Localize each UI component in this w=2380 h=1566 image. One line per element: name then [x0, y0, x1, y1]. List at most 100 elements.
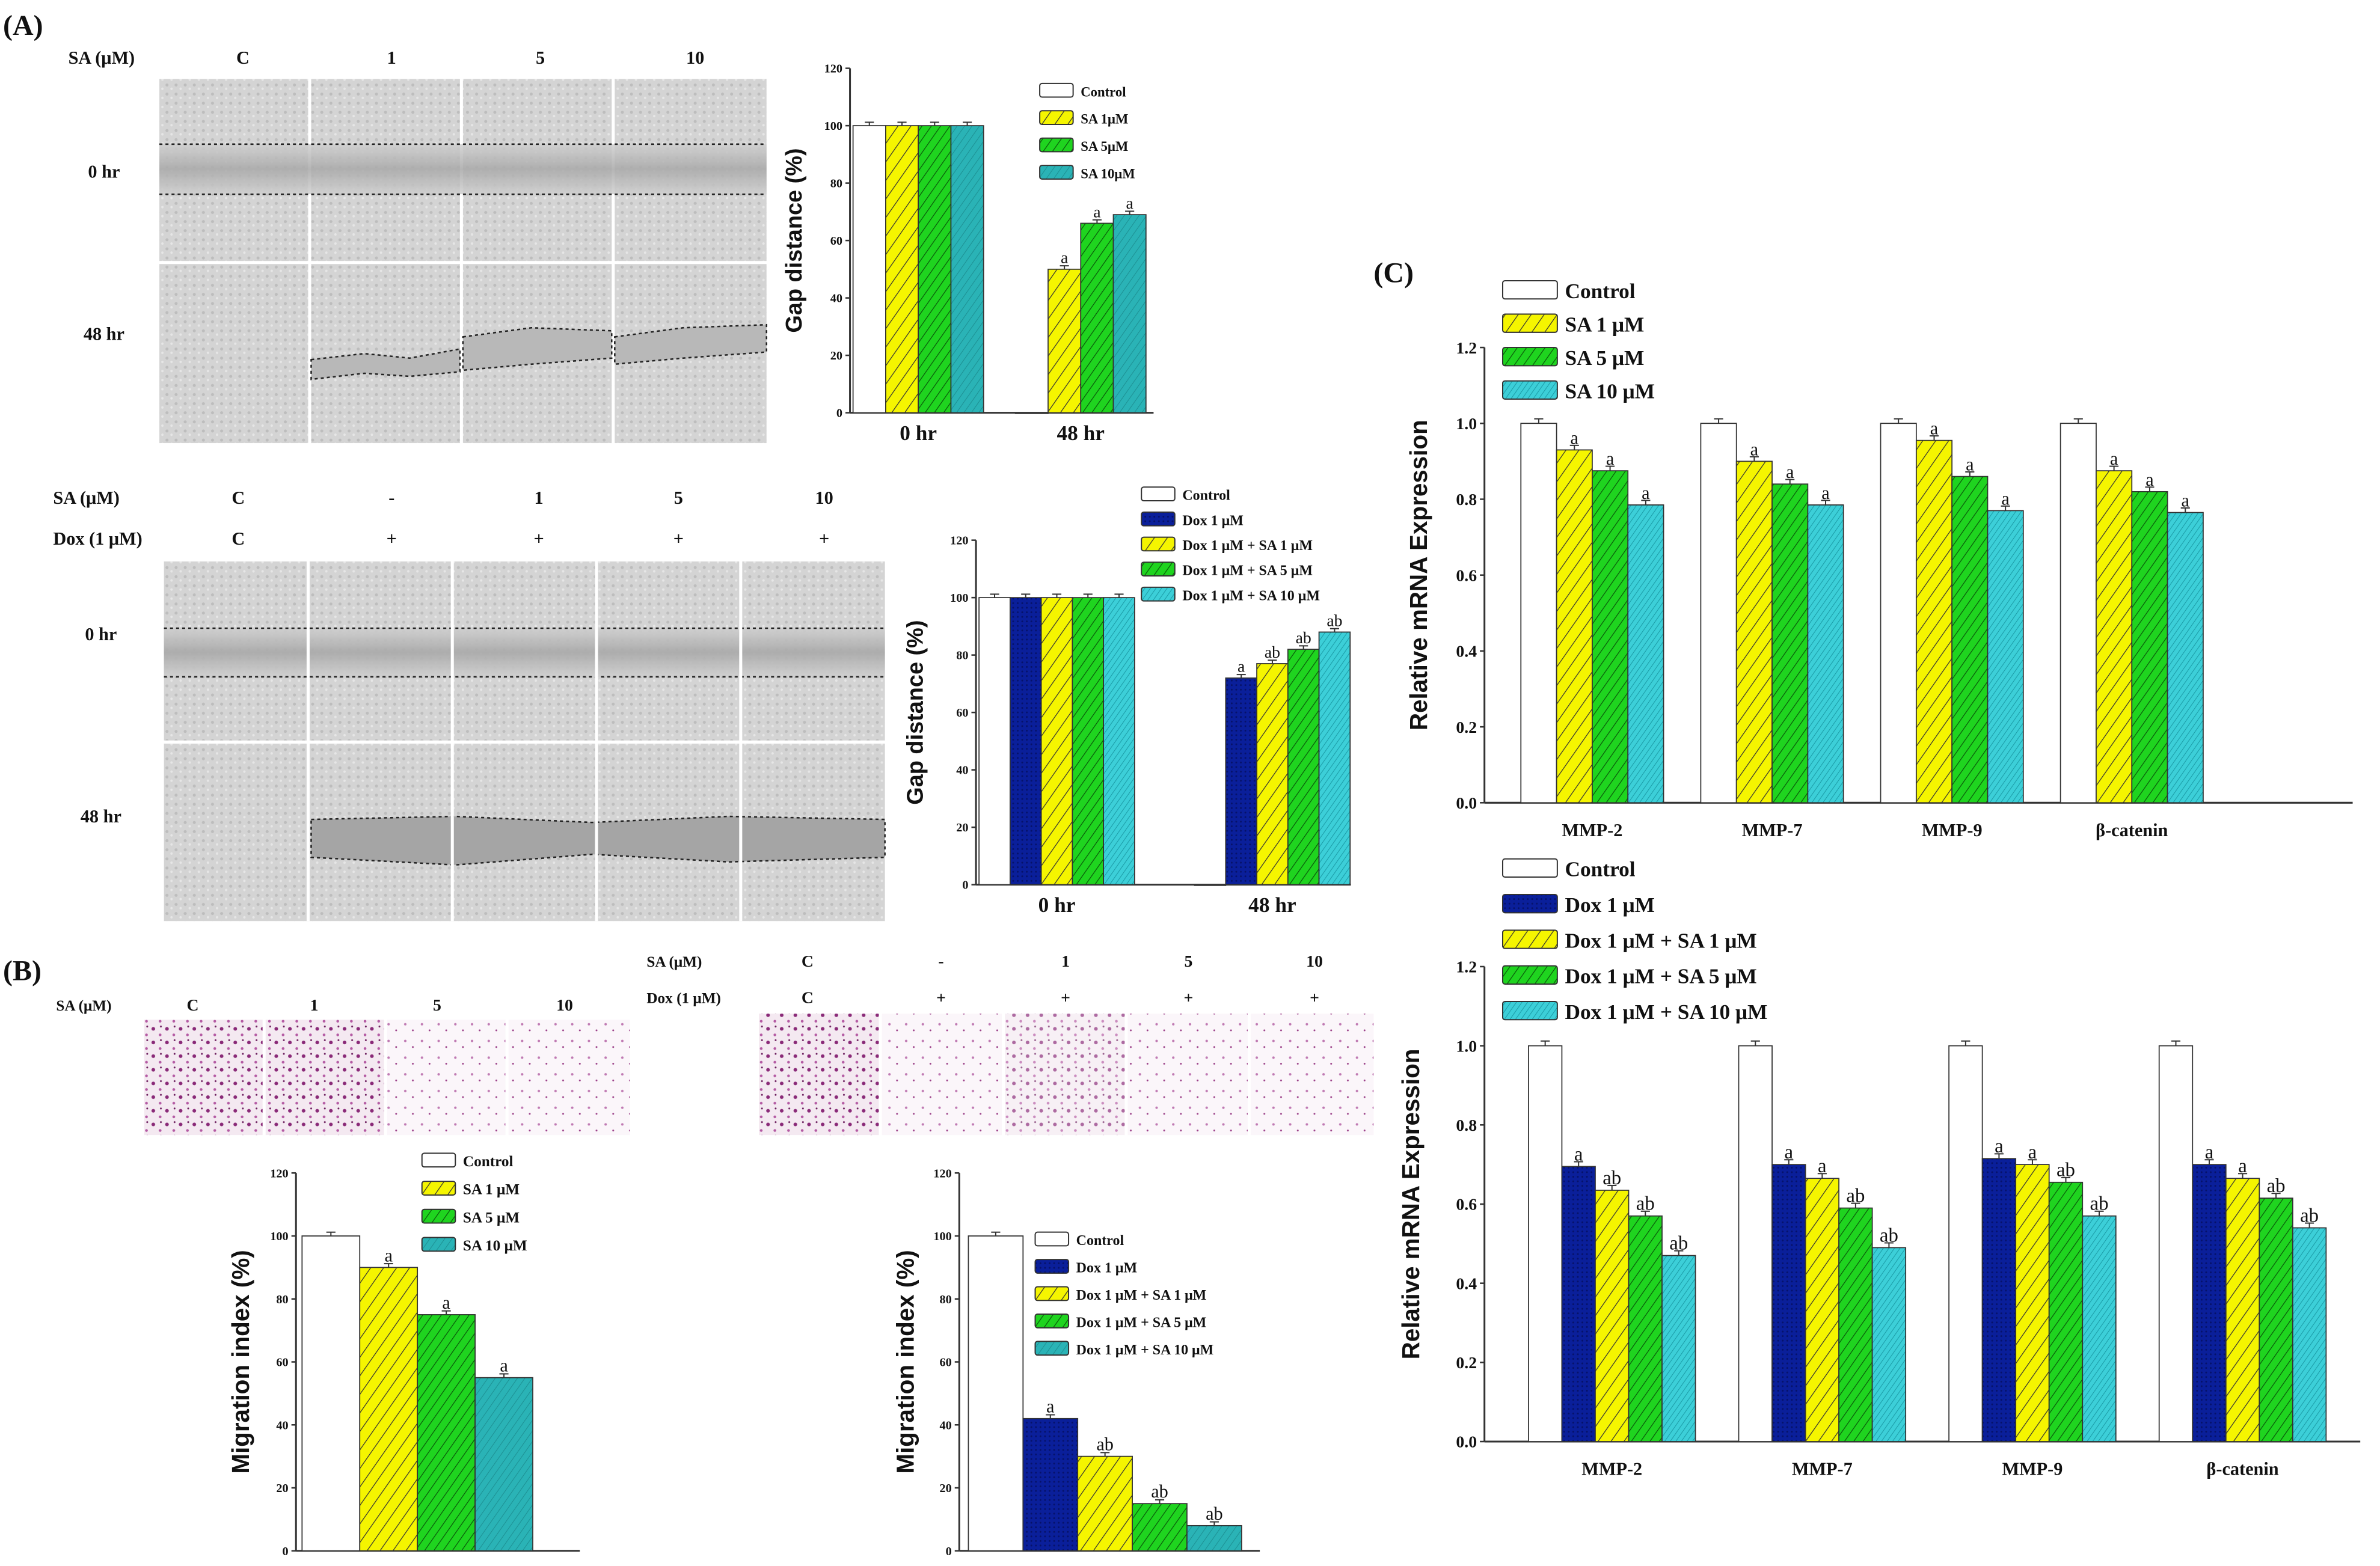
bar	[2192, 1164, 2227, 1442]
y-tick-label: 120	[950, 534, 968, 548]
bar	[1661, 1255, 1696, 1442]
bar	[2015, 1164, 2050, 1442]
significance-label: a	[1571, 427, 1579, 448]
col-label: +	[819, 528, 829, 549]
category-label: 48 hr	[1057, 421, 1105, 445]
y-tick-label: 0.8	[1456, 1116, 1477, 1135]
legend-label: SA 10 μM	[1565, 380, 1655, 403]
significance-label: a	[2238, 1155, 2247, 1177]
legend-label: SA 5 μM	[1565, 346, 1644, 370]
y-tick-label: 20	[830, 349, 842, 362]
bar	[852, 125, 886, 414]
bar	[2059, 423, 2097, 804]
micrograph-images	[159, 79, 768, 444]
bar	[1047, 268, 1082, 414]
transwell-image	[144, 1020, 263, 1136]
category-label: MMP-7	[1742, 820, 1803, 840]
bar	[2082, 1215, 2117, 1442]
category-label: 48 hr	[1248, 893, 1296, 917]
a-bottom-micrograph-grid: SA (μM) Dox (1 μM) C - 1 5 10 C + + + + …	[53, 488, 886, 922]
transwell-image	[265, 1020, 384, 1136]
col-label: +	[387, 528, 397, 549]
legend-swatch	[421, 1181, 456, 1196]
bar	[1592, 470, 1629, 804]
panel-label-b: (B)	[3, 955, 41, 987]
y-axis-label: Relative mRNA Expression	[1397, 1049, 1425, 1360]
significance-label: a	[500, 1356, 508, 1376]
category-label: MMP-7	[1792, 1459, 1853, 1479]
y-axis-label: Gap distance (%)	[782, 148, 807, 333]
transwell-image	[387, 1020, 506, 1136]
col-label: -	[388, 488, 394, 508]
y-tick-label: 0	[283, 1545, 289, 1558]
bar	[1528, 1045, 1563, 1442]
significance-label: ab	[1265, 643, 1280, 662]
legend-swatch	[1034, 1231, 1070, 1247]
scratch-gap	[164, 628, 885, 677]
y-tick-label: 0.8	[1456, 491, 1477, 509]
legend-swatch	[1501, 347, 1558, 367]
significance-label: ab	[1880, 1225, 1898, 1246]
legend-label: Control	[1565, 858, 1635, 881]
significance-label: a	[1930, 418, 1939, 439]
col-label: C	[232, 528, 245, 549]
significance-label: a	[1786, 462, 1794, 482]
legend-label: SA 10μM	[1081, 167, 1135, 182]
legend-swatch	[421, 1152, 456, 1168]
significance-label: a	[1785, 1142, 1794, 1163]
bar	[1009, 597, 1042, 885]
a-top-col-label: C	[236, 47, 250, 68]
legend-swatch	[1034, 1313, 1070, 1329]
y-tick-label: 60	[276, 1356, 288, 1369]
legend-label: SA 1 μM	[1565, 313, 1644, 337]
bar	[359, 1267, 419, 1552]
bar	[885, 125, 919, 414]
y-tick-label: 120	[270, 1167, 288, 1180]
micrograph-images	[164, 561, 886, 922]
gap-outline	[310, 348, 461, 381]
col-label: +	[673, 528, 684, 549]
col-label: 10	[556, 996, 573, 1015]
panel-label-a: (A)	[3, 10, 43, 41]
significance-label: ab	[2300, 1205, 2319, 1226]
a-top-micrograph-grid: SA (μM) C 1 5 10 0 hr 48 hr	[69, 47, 768, 444]
col-label: C	[232, 488, 245, 508]
y-tick-label: 80	[940, 1293, 952, 1306]
bar	[2225, 1178, 2260, 1442]
bar	[417, 1314, 476, 1552]
significance-label: a	[1995, 1136, 2004, 1157]
significance-label: a	[1126, 194, 1133, 213]
y-tick-label: 0.2	[1456, 1354, 1477, 1372]
y-axis-label: Relative mRNA Expression	[1405, 420, 1432, 730]
y-tick-label: 0.0	[1456, 794, 1477, 813]
significance-label: a	[1818, 1155, 1827, 1177]
legend-label: Control	[1565, 280, 1635, 303]
transwell-image	[759, 1014, 879, 1136]
significance-label: ab	[2090, 1193, 2109, 1215]
y-tick-label: 0.6	[1456, 566, 1477, 585]
transwell-image	[1005, 1014, 1125, 1136]
chart-a2: 0 20 40 60 80 100 120 Gap distance (%) 0 hr 48 hr…	[903, 486, 1351, 917]
category-label: MMP-9	[1922, 820, 1983, 840]
legend-swatch	[1034, 1286, 1070, 1301]
y-axis-label: Gap distance (%)	[903, 620, 928, 805]
y-tick-label: 0.4	[1456, 1274, 1477, 1293]
significance-label: ab	[1603, 1167, 1621, 1189]
y-tick-label: 20	[940, 1482, 952, 1495]
col-label: 1	[310, 996, 319, 1015]
bar	[1287, 649, 1320, 885]
legend-swatch	[1141, 536, 1176, 552]
y-tick-label: 1.2	[1456, 958, 1477, 977]
legend-swatch	[1501, 965, 1558, 985]
bar	[1077, 1455, 1133, 1552]
col-label: +	[936, 989, 946, 1008]
bar	[1738, 1045, 1773, 1442]
transwell-image	[882, 1014, 1002, 1136]
significance-label: ab	[2267, 1175, 2286, 1197]
col-label: 5	[433, 996, 441, 1015]
legend-label: Dox 1 μM + SA 5 μM	[1565, 965, 1756, 988]
transwell-image	[508, 1020, 630, 1136]
legend-label: Dox 1 μM + SA 5 μM	[1076, 1315, 1207, 1330]
b-right-sa-label: SA (μM)	[646, 954, 702, 970]
